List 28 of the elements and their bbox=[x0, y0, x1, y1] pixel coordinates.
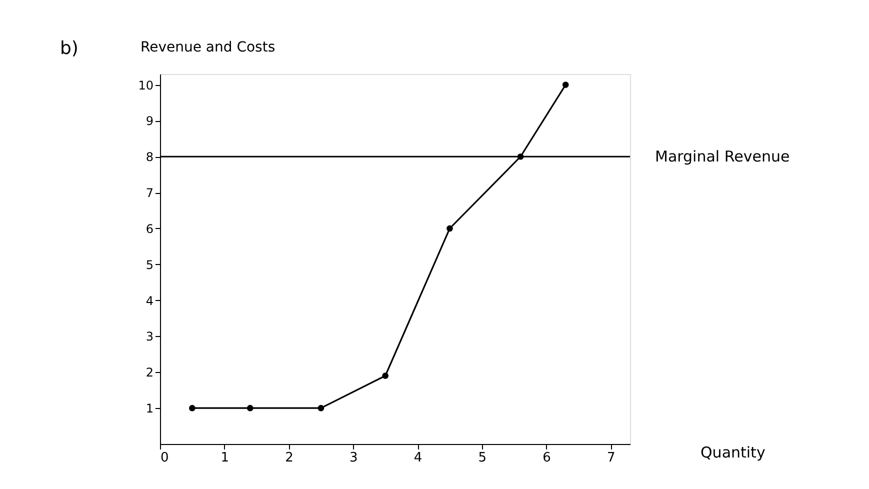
x-tick-label: 3 bbox=[350, 450, 358, 466]
y-axis-title: Revenue and Costs bbox=[140, 40, 276, 56]
x-tick-label: 0 bbox=[160, 450, 169, 466]
x-tick-label: 5 bbox=[478, 450, 487, 466]
x-axis-title: Quantity bbox=[700, 444, 766, 462]
text: b) bbox=[60, 38, 78, 59]
y-tick-label: 3 bbox=[146, 330, 154, 344]
y-tick-label: 4 bbox=[146, 294, 154, 308]
x-tick-label: 4 bbox=[414, 450, 422, 466]
y-tick-label: 9 bbox=[146, 114, 154, 128]
point bbox=[246, 404, 254, 412]
x-tick-label: 1 bbox=[220, 450, 230, 466]
y-tick-label: 8 bbox=[146, 150, 154, 164]
y-tick-label: 10 bbox=[138, 78, 154, 92]
y-tick-label: 7 bbox=[146, 186, 154, 200]
y-tick-label: 1 bbox=[146, 402, 154, 416]
ref-line-label: Marginal Revenue bbox=[655, 148, 790, 166]
x-tick-label: 7 bbox=[607, 450, 616, 466]
point bbox=[318, 404, 324, 412]
y-tick-label: 6 bbox=[146, 222, 154, 236]
x-tick-label: 6 bbox=[542, 450, 551, 466]
point bbox=[189, 404, 196, 412]
point bbox=[382, 372, 389, 379]
point bbox=[562, 82, 569, 88]
y-tick-label: 2 bbox=[146, 366, 154, 380]
y-tick-label: 5 bbox=[146, 258, 154, 272]
point bbox=[446, 225, 453, 232]
x-tick-label: 2 bbox=[285, 450, 294, 466]
